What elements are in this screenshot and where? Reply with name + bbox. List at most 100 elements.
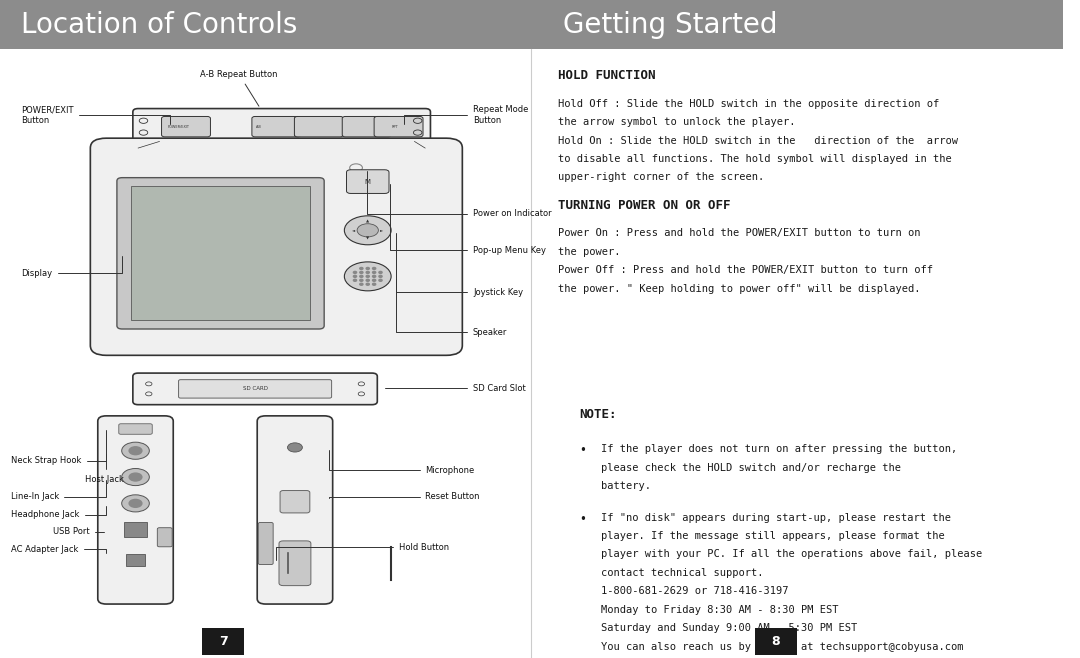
FancyBboxPatch shape bbox=[755, 628, 797, 655]
Circle shape bbox=[130, 473, 141, 481]
Circle shape bbox=[360, 272, 363, 274]
Text: player with your PC. If all the operations above fail, please: player with your PC. If all the operatio… bbox=[600, 549, 982, 559]
Text: Reset Button: Reset Button bbox=[329, 492, 480, 501]
FancyBboxPatch shape bbox=[98, 416, 173, 604]
Text: Joystick Key: Joystick Key bbox=[396, 233, 523, 297]
FancyBboxPatch shape bbox=[347, 170, 389, 193]
FancyBboxPatch shape bbox=[280, 490, 310, 513]
Circle shape bbox=[379, 272, 382, 274]
Circle shape bbox=[373, 272, 376, 274]
Text: POWER/EXIT: POWER/EXIT bbox=[167, 124, 190, 129]
FancyBboxPatch shape bbox=[117, 178, 324, 329]
Text: USB Port: USB Port bbox=[53, 527, 105, 536]
Circle shape bbox=[122, 468, 149, 486]
Text: the power. " Keep holding to power off" will be displayed.: the power. " Keep holding to power off" … bbox=[558, 284, 920, 293]
FancyBboxPatch shape bbox=[257, 416, 333, 604]
Text: Hold On : Slide the HOLD switch in the   direction of the  arrow: Hold On : Slide the HOLD switch in the d… bbox=[558, 136, 958, 145]
Circle shape bbox=[366, 272, 369, 274]
Circle shape bbox=[366, 276, 369, 278]
Text: to disable all functions. The hold symbol will displayed in the: to disable all functions. The hold symbo… bbox=[558, 154, 951, 164]
FancyBboxPatch shape bbox=[342, 116, 391, 137]
Text: player. If the message still appears, please format the: player. If the message still appears, pl… bbox=[600, 531, 944, 541]
Text: •: • bbox=[579, 513, 586, 526]
Circle shape bbox=[287, 443, 302, 452]
Text: •: • bbox=[579, 444, 586, 457]
FancyBboxPatch shape bbox=[374, 116, 423, 137]
Text: A-B: A-B bbox=[256, 124, 262, 129]
FancyBboxPatch shape bbox=[0, 0, 1063, 49]
Text: M: M bbox=[365, 178, 370, 185]
Text: Pop-up Menu Key: Pop-up Menu Key bbox=[390, 184, 546, 255]
Text: A-B Repeat Button: A-B Repeat Button bbox=[201, 70, 278, 106]
Circle shape bbox=[366, 280, 369, 282]
FancyBboxPatch shape bbox=[133, 373, 377, 405]
Text: contact technical support.: contact technical support. bbox=[600, 568, 762, 578]
Text: Location of Controls: Location of Controls bbox=[22, 11, 298, 39]
Text: the arrow symbol to unlock the player.: the arrow symbol to unlock the player. bbox=[558, 117, 796, 127]
Text: If the player does not turn on after pressing the button,: If the player does not turn on after pre… bbox=[600, 444, 957, 454]
Text: POWER/EXIT
Button: POWER/EXIT Button bbox=[22, 105, 170, 125]
Text: ▲: ▲ bbox=[366, 220, 369, 224]
Circle shape bbox=[373, 284, 376, 286]
FancyBboxPatch shape bbox=[279, 541, 311, 586]
FancyBboxPatch shape bbox=[133, 109, 431, 145]
Text: AC Adapter Jack: AC Adapter Jack bbox=[11, 545, 106, 554]
Circle shape bbox=[353, 272, 356, 274]
FancyBboxPatch shape bbox=[162, 116, 211, 137]
FancyBboxPatch shape bbox=[295, 116, 343, 137]
Circle shape bbox=[379, 280, 382, 282]
Text: Neck Strap Hook: Neck Strap Hook bbox=[11, 430, 106, 465]
FancyBboxPatch shape bbox=[178, 380, 332, 398]
Text: TURNING POWER ON OR OFF: TURNING POWER ON OR OFF bbox=[558, 199, 730, 212]
Circle shape bbox=[366, 268, 369, 270]
Circle shape bbox=[345, 216, 391, 245]
Text: If "no disk" appears during start-up, please restart the: If "no disk" appears during start-up, pl… bbox=[600, 513, 950, 522]
Text: Power on Indicator: Power on Indicator bbox=[367, 170, 552, 218]
Text: upper-right corner of the screen.: upper-right corner of the screen. bbox=[558, 172, 765, 182]
FancyBboxPatch shape bbox=[252, 116, 301, 137]
Text: battery.: battery. bbox=[600, 481, 650, 491]
Text: ►: ► bbox=[380, 228, 383, 232]
Text: Hold Button: Hold Button bbox=[276, 543, 448, 561]
Text: Repeat Mode
Button: Repeat Mode Button bbox=[404, 105, 528, 125]
Text: please check the HOLD switch and/or recharge the: please check the HOLD switch and/or rech… bbox=[600, 463, 901, 472]
Text: 1-800-681-2629 or 718-416-3197: 1-800-681-2629 or 718-416-3197 bbox=[600, 586, 788, 596]
Text: Speaker: Speaker bbox=[396, 279, 508, 337]
Circle shape bbox=[379, 276, 382, 278]
Circle shape bbox=[130, 447, 141, 455]
Text: RPT: RPT bbox=[392, 124, 399, 129]
Text: You can also reach us by e-mail at techsupport@cobyusa.com: You can also reach us by e-mail at techs… bbox=[600, 642, 963, 651]
FancyBboxPatch shape bbox=[91, 138, 462, 355]
Text: Display: Display bbox=[22, 256, 122, 278]
Text: 7: 7 bbox=[219, 635, 228, 648]
Text: HOLD FUNCTION: HOLD FUNCTION bbox=[558, 69, 656, 82]
Circle shape bbox=[360, 268, 363, 270]
FancyBboxPatch shape bbox=[124, 522, 147, 537]
Circle shape bbox=[345, 262, 391, 291]
Circle shape bbox=[122, 442, 149, 459]
FancyBboxPatch shape bbox=[131, 186, 310, 320]
Text: Hold Off : Slide the HOLD switch in the opposite direction of: Hold Off : Slide the HOLD switch in the … bbox=[558, 99, 940, 109]
FancyBboxPatch shape bbox=[202, 628, 244, 655]
Text: Saturday and Sunday 9:00 AM - 5:30 PM EST: Saturday and Sunday 9:00 AM - 5:30 PM ES… bbox=[600, 623, 856, 633]
Text: Power Off : Press and hold the POWER/EXIT button to turn off: Power Off : Press and hold the POWER/EXI… bbox=[558, 265, 933, 275]
Text: Getting Started: Getting Started bbox=[564, 11, 778, 39]
Circle shape bbox=[366, 284, 369, 286]
Circle shape bbox=[130, 499, 141, 507]
Text: ▼: ▼ bbox=[366, 237, 369, 241]
FancyBboxPatch shape bbox=[126, 554, 145, 566]
Text: Line-In Jack: Line-In Jack bbox=[11, 480, 106, 501]
Text: 8: 8 bbox=[771, 635, 780, 648]
Text: Headphone Jack: Headphone Jack bbox=[11, 506, 106, 519]
Text: the power.: the power. bbox=[558, 247, 621, 257]
Circle shape bbox=[373, 268, 376, 270]
Text: Power On : Press and hold the POWER/EXIT button to turn on: Power On : Press and hold the POWER/EXIT… bbox=[558, 228, 920, 238]
FancyBboxPatch shape bbox=[158, 528, 172, 547]
Text: ◄: ◄ bbox=[352, 228, 355, 232]
Circle shape bbox=[360, 284, 363, 286]
Text: Host Jack: Host Jack bbox=[85, 453, 124, 484]
Text: SD Card Slot: SD Card Slot bbox=[386, 384, 526, 393]
Circle shape bbox=[357, 224, 378, 237]
Circle shape bbox=[373, 276, 376, 278]
Circle shape bbox=[360, 276, 363, 278]
